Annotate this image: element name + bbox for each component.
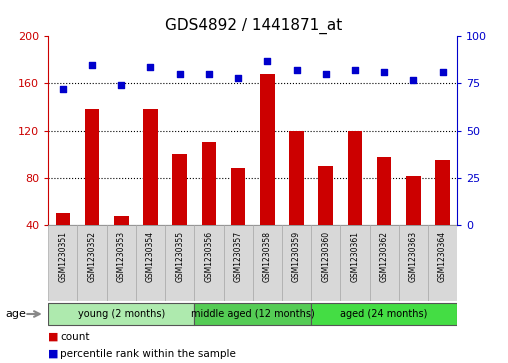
Point (409, 77, 418, 83)
Bar (194, 225, 224, 301)
Text: GSM1230354: GSM1230354 (146, 231, 155, 282)
Bar (55, 213, 70, 225)
Text: GSM1230363: GSM1230363 (409, 231, 418, 282)
Bar (319, 166, 333, 225)
Point (263, 58, 271, 64)
Text: GSM1230351: GSM1230351 (58, 231, 68, 282)
Point (380, 69, 388, 75)
Bar (260, 74, 275, 225)
Point (117, 82, 125, 88)
Text: GSM1230361: GSM1230361 (351, 231, 360, 282)
Point (351, 68, 359, 73)
Bar (48, 225, 77, 301)
Text: GSM1230357: GSM1230357 (234, 231, 243, 282)
Point (176, 71, 184, 77)
Bar (252, 225, 282, 301)
Bar (48, 302, 194, 325)
Text: young (2 months): young (2 months) (78, 309, 165, 319)
Text: GSM1230360: GSM1230360 (321, 231, 330, 282)
Text: GSM1230352: GSM1230352 (87, 231, 97, 282)
Bar (428, 225, 457, 301)
Bar (377, 157, 392, 225)
Point (293, 68, 301, 73)
Bar (77, 225, 107, 301)
Bar (435, 160, 450, 225)
Bar (143, 110, 158, 225)
Bar (289, 131, 304, 225)
Bar (114, 216, 129, 225)
Point (322, 71, 330, 77)
Text: middle aged (12 months): middle aged (12 months) (191, 309, 314, 319)
Bar (399, 225, 428, 301)
Bar (311, 225, 340, 301)
Point (205, 71, 213, 77)
Text: percentile rank within the sample: percentile rank within the sample (60, 349, 236, 359)
Point (234, 75, 242, 81)
Bar (194, 302, 311, 325)
Point (59, 86, 67, 92)
Bar (231, 168, 245, 225)
Text: GSM1230358: GSM1230358 (263, 231, 272, 282)
Bar (224, 225, 253, 301)
Bar (165, 225, 194, 301)
Text: aged (24 months): aged (24 months) (340, 309, 428, 319)
Bar (107, 225, 136, 301)
Text: GSM1230359: GSM1230359 (292, 231, 301, 282)
Bar (311, 302, 457, 325)
Bar (136, 225, 165, 301)
Bar (340, 225, 369, 301)
Point (88, 62, 96, 68)
Point (438, 69, 447, 75)
Bar (172, 154, 187, 225)
Text: ■: ■ (48, 349, 59, 359)
Bar (406, 176, 421, 225)
Text: ■: ■ (48, 332, 59, 342)
Text: GSM1230355: GSM1230355 (175, 231, 184, 282)
Bar (347, 131, 362, 225)
Text: count: count (60, 332, 89, 342)
Text: GDS4892 / 1441871_at: GDS4892 / 1441871_at (166, 17, 342, 33)
Text: GSM1230353: GSM1230353 (117, 231, 126, 282)
Text: GSM1230364: GSM1230364 (438, 231, 447, 282)
Text: age: age (5, 309, 26, 319)
Bar (369, 225, 399, 301)
Text: GSM1230356: GSM1230356 (204, 231, 213, 282)
Point (146, 64, 154, 69)
Text: GSM1230362: GSM1230362 (379, 231, 389, 282)
Bar (282, 225, 311, 301)
Bar (85, 110, 100, 225)
Bar (202, 142, 216, 225)
